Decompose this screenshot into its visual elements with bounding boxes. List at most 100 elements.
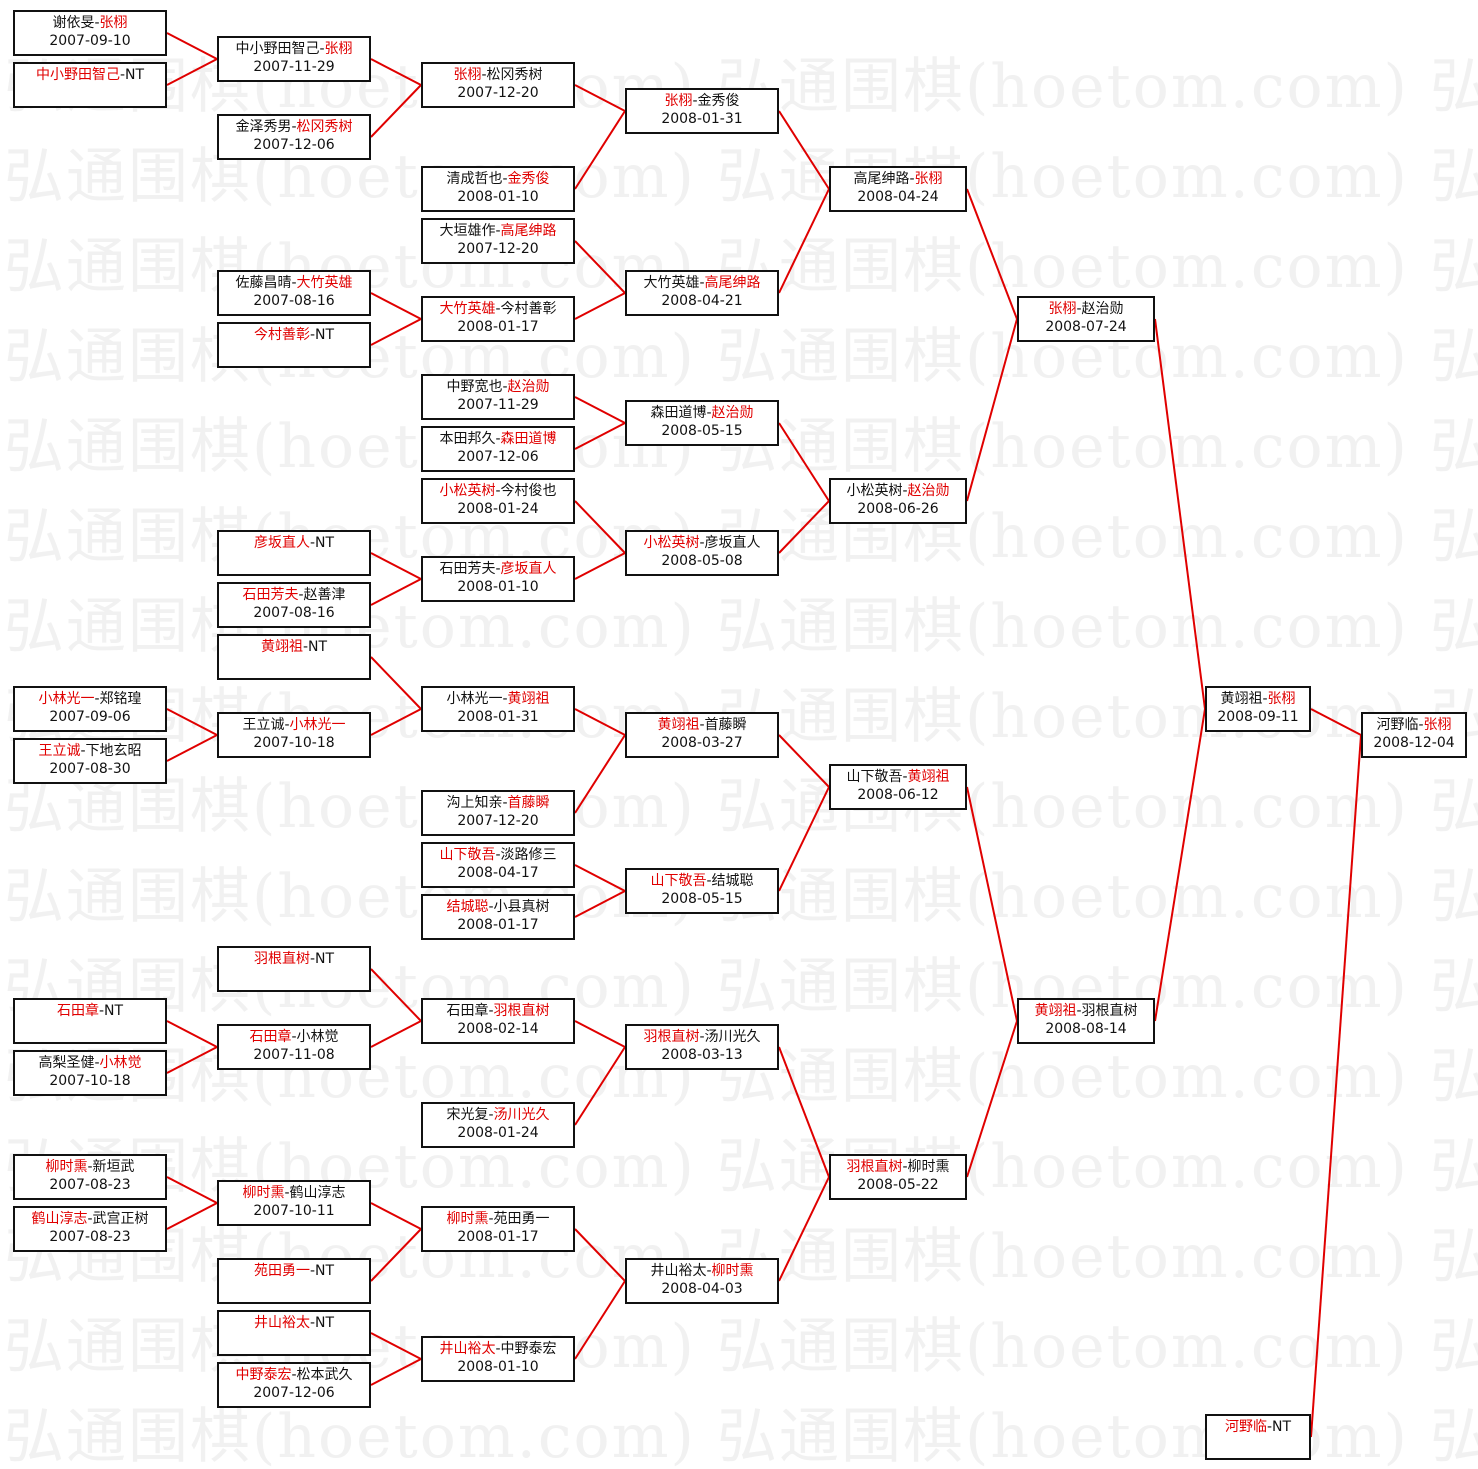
match-date: 2007-08-16 [253,293,335,309]
match-box: 大竹英雄-今村善彰 2008-01-17 [421,296,575,342]
player-name: 张栩 [99,15,128,31]
player-name: 小松英树 [439,483,496,499]
match-box: 山下敬吾-淡路修三 2008-04-17 [421,842,575,888]
match-box: 井山裕太-中野泰宏 2008-01-10 [421,1336,575,1382]
player-name: 小林觉 [99,1055,142,1071]
separator: - [87,1159,93,1175]
match-players: 石田章-NT [57,1003,123,1019]
player-name: 佐藤昌晴 [235,275,292,291]
separator: - [309,535,316,551]
match-box: 张栩-赵治勋 2008-07-24 [1017,296,1155,342]
bracket-connector-line [370,552,422,580]
player-name: 大竹英雄 [439,301,496,317]
match-box: 中小野田智己-NT [13,62,167,108]
match-players: 小松英树-赵治勋 [846,483,949,499]
player-name: 大竹英雄 [296,275,353,291]
player-name: 山下敬吾 [650,873,707,889]
match-players: 井山裕太-中野泰宏 [439,1341,556,1357]
separator: - [699,1029,705,1045]
match-box: 石田芳夫-赵善津 2007-08-16 [217,582,371,628]
player-name: 赵治勋 [507,379,550,395]
bracket-connector-line [574,734,626,814]
player-name: 张栩 [324,41,353,57]
match-date: 2008-05-08 [661,553,743,569]
match-players: 张栩-赵治勋 [1048,301,1123,317]
player-name: 山下敬吾 [846,769,903,785]
match-date: 2008-04-24 [857,189,939,205]
match-box: 金泽秀男-松冈秀树 2007-12-06 [217,114,371,160]
match-box: 井山裕太-柳时熏 2008-04-03 [625,1258,779,1304]
match-players: 石田章-羽根直树 [446,1003,549,1019]
separator: - [309,1315,316,1331]
player-name: 苑田勇一 [493,1211,550,1227]
separator: - [706,873,712,889]
match-box: 高尾绅路-张栩 2008-04-24 [829,166,967,212]
match-date: 2007-10-11 [253,1203,335,1219]
match-players: 佐藤昌晴-大竹英雄 [235,275,352,291]
player-name: NT [315,1263,335,1279]
match-players: 柳时熏-鹤山淳志 [242,1185,345,1201]
match-box: 黄翊祖-张栩 2008-09-11 [1205,686,1311,732]
match-players: 沟上知亲-首藤瞬 [446,795,549,811]
match-players: 羽根直树-柳时熏 [846,1159,949,1175]
match-date: 2008-05-22 [857,1177,939,1193]
separator: - [284,1185,290,1201]
match-date: 2008-12-04 [1373,735,1455,751]
player-name: 张栩 [664,93,693,109]
player-name: 井山裕太 [253,1315,310,1331]
player-name: NT [315,327,335,343]
match-date: 2008-01-17 [457,917,539,933]
player-name: 张栩 [1267,691,1296,707]
match-date: 2008-01-17 [457,319,539,335]
player-name: NT [315,951,335,967]
player-name: 井山裕太 [650,1263,707,1279]
separator: - [298,587,304,603]
match-box: 苑田勇一-NT [217,1258,371,1304]
player-name: 高尾绅路 [500,223,557,239]
player-name: 汤川光久 [493,1107,550,1123]
player-name: NT [315,535,335,551]
player-name: 黄翊祖 [907,769,950,785]
player-name: 小林光一 [446,691,503,707]
player-name: 黄翊祖 [657,717,700,733]
match-date: 2007-09-06 [49,709,131,725]
separator: - [699,275,705,291]
separator: - [488,899,494,915]
bracket-connector-line [370,968,422,1022]
player-name: 中野泰宏 [500,1341,557,1357]
player-name: 今村俊也 [500,483,557,499]
separator: - [502,691,508,707]
player-name: 彦坂直人 [253,535,310,551]
bracket-connector-line [370,1020,422,1048]
match-box: 小松英树-今村俊也 2008-01-24 [421,478,575,524]
bracket-connector-line [166,1202,218,1230]
player-name: 松本武久 [296,1367,353,1383]
match-box: 张栩-松冈秀树 2007-12-20 [421,62,575,108]
bracket-connector-line [574,1228,626,1282]
match-players: 河野临-张栩 [1376,717,1451,733]
bracket-connector-line [574,240,626,294]
player-name: 石田章 [56,1003,99,1019]
match-box: 黄翊祖-NT [217,634,371,680]
separator: - [902,483,908,499]
separator: - [309,327,316,343]
player-name: 中小野田智己 [35,67,120,83]
match-box: 柳时熏-鹤山淳志 2007-10-11 [217,1180,371,1226]
match-players: 小松英树-彦坂直人 [643,535,760,551]
bracket-connector-line [574,110,626,190]
match-box: 柳时熏-新垣武 2007-08-23 [13,1154,167,1200]
player-name: 小县真树 [493,899,550,915]
match-players: 山下敬吾-淡路修三 [439,847,556,863]
player-name: 高梨圣健 [38,1055,95,1071]
separator: - [495,483,501,499]
player-name: 下地玄昭 [85,743,142,759]
player-name: 大竹英雄 [643,275,700,291]
separator: - [902,769,908,785]
player-name: 石田章 [249,1029,292,1045]
bracket-connector-line [574,84,626,112]
match-players: 中野宽也-赵治勋 [446,379,549,395]
match-players: 彦坂直人-NT [254,535,334,551]
bracket-connector-line [778,500,830,554]
match-players: 鹤山淳志-武宫正树 [31,1211,148,1227]
